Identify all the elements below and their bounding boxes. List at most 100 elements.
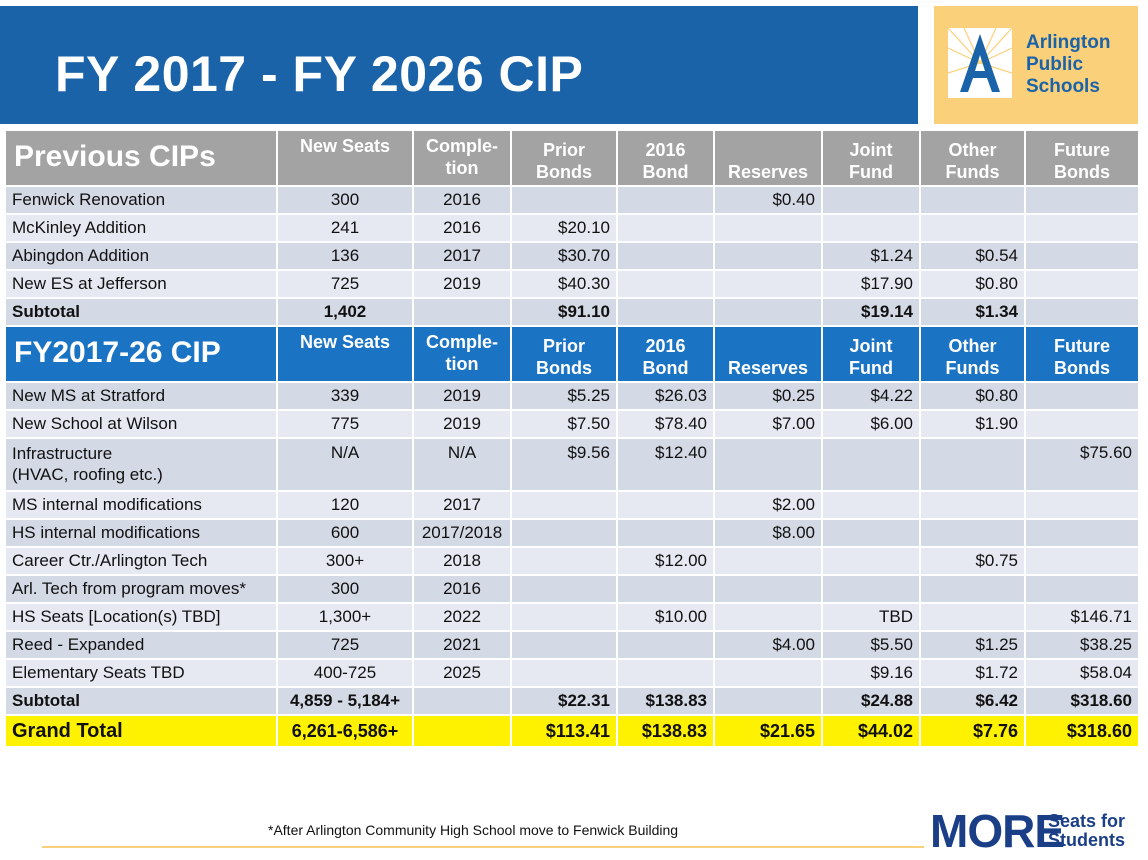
column-header: Future Bonds (1024, 325, 1140, 383)
table-cell: $7.00 (713, 409, 823, 439)
aps-letter-a-icon (948, 28, 1012, 98)
table-cell: 2019 (412, 409, 512, 439)
row-label: Fenwick Renovation (4, 185, 278, 215)
table-cell (1024, 546, 1140, 576)
table-cell: 4,859 - 5,184+ (276, 686, 414, 716)
row-label: HS internal modifications (4, 518, 278, 548)
table-cell (616, 518, 715, 548)
table-cell: $58.04 (1024, 658, 1140, 688)
section-title: FY2017-26 CIP (4, 325, 278, 383)
more-logo-small: Seats for Students (1048, 812, 1125, 850)
table-cell: $30.70 (510, 241, 618, 271)
table-cell: $9.16 (821, 658, 921, 688)
table-row: HS internal modifications 600 2017/2018 $8.… (4, 518, 1140, 548)
table-cell: 2025 (412, 658, 512, 688)
table-cell (821, 518, 921, 548)
table-cell: $12.00 (616, 546, 715, 576)
table-cell (713, 297, 823, 327)
table-cell: 2018 (412, 546, 512, 576)
more-logo-big: MORE (930, 805, 1065, 857)
row-label: Abingdon Addition (4, 241, 278, 271)
table-cell: $17.90 (821, 269, 921, 299)
row-label: Subtotal (4, 297, 278, 327)
grand-total-cell: $318.60 (1024, 714, 1140, 748)
table-cell: $318.60 (1024, 686, 1140, 716)
table-cell (919, 185, 1026, 215)
table-cell: 2019 (412, 269, 512, 299)
logo-line: Arlington (1026, 32, 1111, 53)
footnote: *After Arlington Community High School m… (268, 822, 679, 838)
table-cell: 1,300+ (276, 602, 414, 632)
table-cell: $9.56 (510, 437, 618, 492)
grand-total-cell: $21.65 (713, 714, 823, 748)
table-cell (919, 518, 1026, 548)
table-cell (510, 630, 618, 660)
table-row: HS Seats [Location(s) TBD] 1,300+ 2022 $10.… (4, 602, 1140, 632)
table-cell: 775 (276, 409, 414, 439)
table-cell (713, 574, 823, 604)
table-cell (412, 686, 512, 716)
table-cell (713, 686, 823, 716)
row-label: McKinley Addition (4, 213, 278, 243)
table-cell: $78.40 (616, 409, 715, 439)
table-cell (510, 185, 618, 215)
table-cell (1024, 185, 1140, 215)
table-cell: $6.00 (821, 409, 921, 439)
table-cell: 120 (276, 490, 414, 520)
table-cell: $1.90 (919, 409, 1026, 439)
table-row: New School at Wilson 775 2019 $7.50 $78.40 $7… (4, 409, 1140, 439)
table-cell: 300 (276, 574, 414, 604)
table-cell: $0.75 (919, 546, 1026, 576)
table-cell: $20.10 (510, 213, 618, 243)
section-title: Previous CIPs (4, 129, 278, 187)
table-row: Reed - Expanded 725 2021 $4.00 $5.50 $1.25 $38… (4, 630, 1140, 660)
column-header: Prior Bonds (510, 325, 618, 383)
table-cell: 2016 (412, 213, 512, 243)
table-cell (821, 213, 921, 243)
table-cell: 2022 (412, 602, 512, 632)
table-cell (1024, 574, 1140, 604)
table-cell: 241 (276, 213, 414, 243)
table-cell: 600 (276, 518, 414, 548)
table-cell: $4.22 (821, 381, 921, 411)
column-header: New Seats (276, 325, 414, 383)
table-row: McKinley Addition 241 2016 $20.10 (4, 213, 1140, 243)
table-cell: 2021 (412, 630, 512, 660)
table-cell: $10.00 (616, 602, 715, 632)
table-cell (821, 546, 921, 576)
table-cell: $138.83 (616, 686, 715, 716)
table-cell: $0.54 (919, 241, 1026, 271)
table-cell: 2017 (412, 490, 512, 520)
table-cell (1024, 297, 1140, 327)
table-cell: $6.42 (919, 686, 1026, 716)
table-cell: $4.00 (713, 630, 823, 660)
table-cell (412, 297, 512, 327)
aps-logo: Arlington Public Schools (934, 6, 1138, 124)
table-cell (616, 241, 715, 271)
table-row: MS internal modifications 120 2017 $2.00 (4, 490, 1140, 520)
table-cell: $0.40 (713, 185, 823, 215)
table-cell (616, 213, 715, 243)
table-cell (1024, 409, 1140, 439)
table-cell: $75.60 (1024, 437, 1140, 492)
table-cell (821, 185, 921, 215)
row-label: New ES at Jefferson (4, 269, 278, 299)
table-cell: $0.80 (919, 269, 1026, 299)
table-cell (821, 574, 921, 604)
column-header: Joint Fund (821, 129, 921, 187)
table-cell (919, 602, 1026, 632)
table-cell (713, 241, 823, 271)
table-cell (616, 574, 715, 604)
row-label: Arl. Tech from program moves* (4, 574, 278, 604)
table-row: Career Ctr./Arlington Tech 300+ 2018 $12.00… (4, 546, 1140, 576)
table-cell (713, 602, 823, 632)
row-label: Reed - Expanded (4, 630, 278, 660)
table-cell: 339 (276, 381, 414, 411)
column-header: Comple- tion (412, 129, 512, 187)
table-cell: $7.50 (510, 409, 618, 439)
table-cell: $1.25 (919, 630, 1026, 660)
row-label: Subtotal (4, 686, 278, 716)
table-cell (1024, 490, 1140, 520)
column-header: Other Funds (919, 325, 1026, 383)
section-header-row: Previous CIPs New Seats Comple- tion Prior … (4, 129, 1140, 187)
